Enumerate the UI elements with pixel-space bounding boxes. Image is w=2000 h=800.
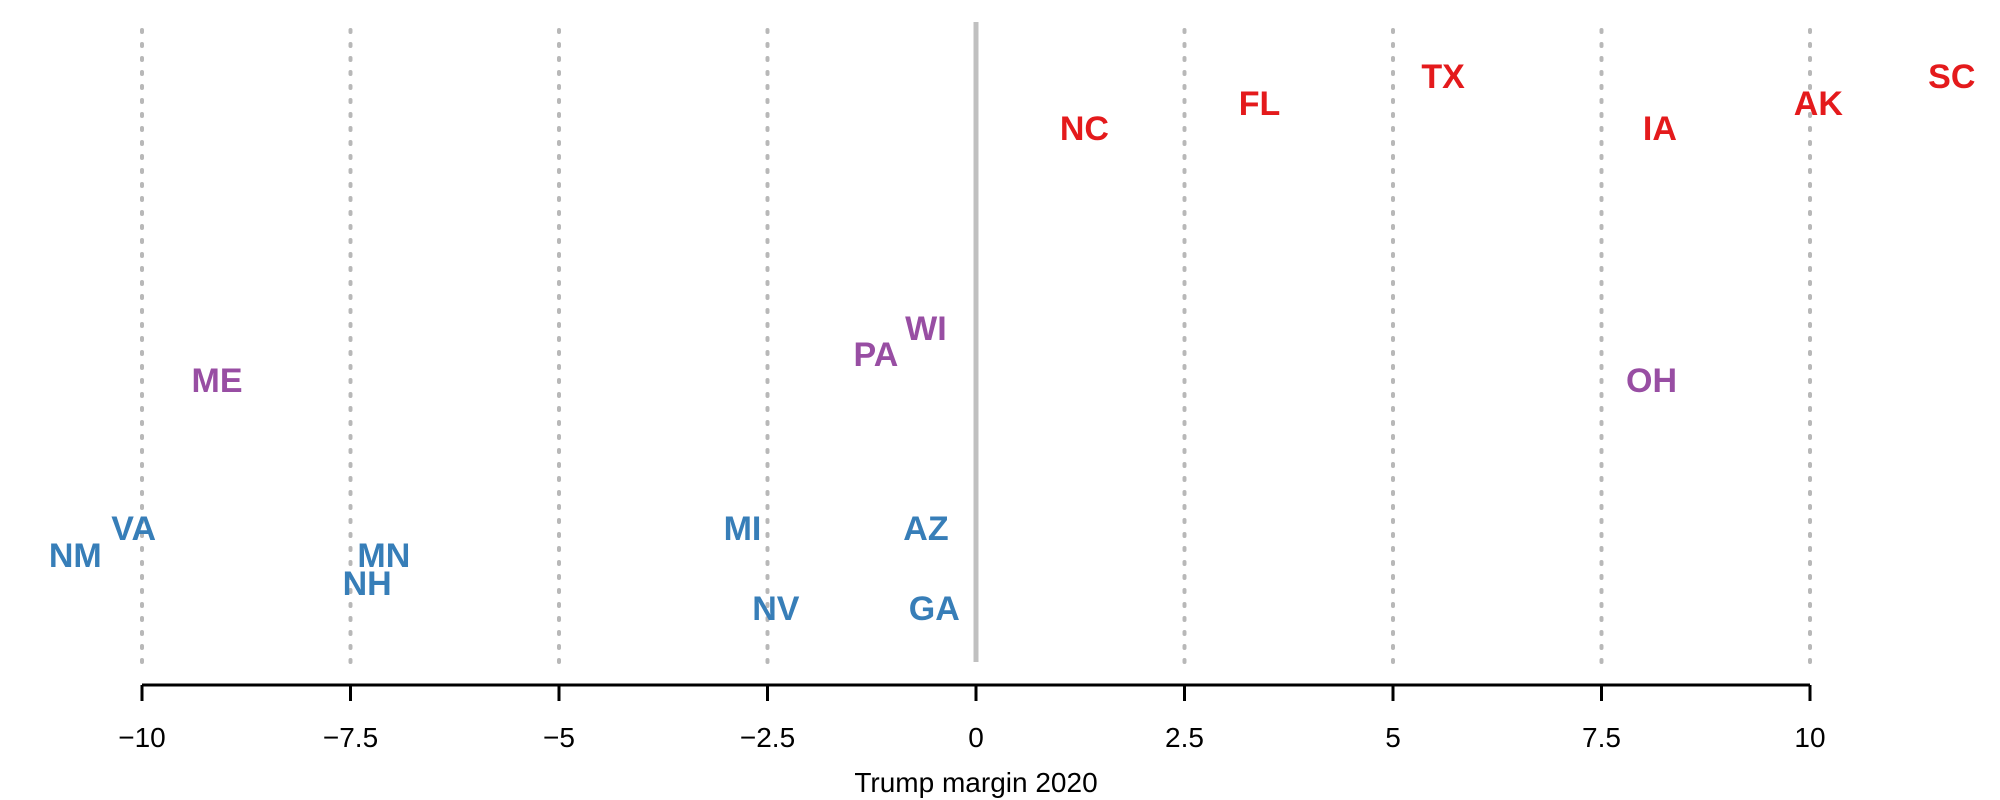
state-label-nh: NH	[343, 565, 392, 603]
state-label-nm: NM	[49, 537, 102, 575]
x-tick-label: −2.5	[740, 722, 795, 753]
x-tick-label: 0	[968, 722, 984, 753]
x-tick-label: −7.5	[323, 722, 378, 753]
state-label-nc: NC	[1060, 110, 1109, 148]
x-tick-label: 10	[1794, 722, 1825, 753]
state-label-ga: GA	[909, 590, 960, 628]
x-tick-label: 5	[1385, 722, 1401, 753]
state-label-nv: NV	[752, 590, 800, 628]
state-label-pa: PA	[854, 336, 899, 374]
state-label-me: ME	[192, 362, 243, 400]
state-label-sc: SC	[1928, 58, 1975, 96]
state-label-wi: WI	[905, 310, 947, 348]
x-axis: −10 −7.5 −5 −2.5 0 2.5 5 7.5 10	[118, 685, 1825, 753]
x-tick-label: −10	[118, 722, 166, 753]
x-tick-label: 7.5	[1582, 722, 1621, 753]
state-label-mi: MI	[724, 510, 762, 548]
x-tick-label: 2.5	[1165, 722, 1204, 753]
state-label-az: AZ	[903, 510, 948, 548]
state-label-va: VA	[111, 510, 156, 548]
state-label-oh: OH	[1626, 362, 1677, 400]
x-axis-title: Trump margin 2020	[854, 767, 1097, 798]
state-label-ak: AK	[1794, 85, 1844, 123]
state-label-tx: TX	[1421, 58, 1465, 96]
state-label-ia: IA	[1643, 110, 1677, 148]
x-tick-label: −5	[543, 722, 575, 753]
state-label-fl: FL	[1239, 85, 1281, 123]
